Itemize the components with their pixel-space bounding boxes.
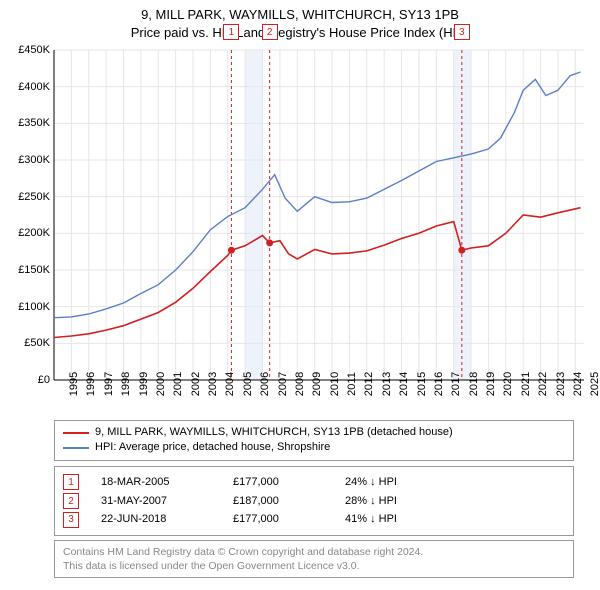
sales-table: 1 18-MAR-2005 £177,000 24% ↓ HPI 2 31-MAY-200… [54,466,574,536]
footer-line-1: Contains HM Land Registry data © Crown c… [63,545,565,559]
sale-row: 1 18-MAR-2005 £177,000 24% ↓ HPI [63,473,565,492]
sale-diff: 28% ↓ HPI [345,492,397,511]
legend-item: 9, MILL PARK, WAYMILLS, WHITCHURCH, SY13… [63,425,565,440]
sale-diff: 41% ↓ HPI [345,510,397,529]
sale-price: £187,000 [233,492,323,511]
y-axis-tick-label: £0 [38,374,50,386]
sale-row: 2 31-MAY-2007 £187,000 28% ↓ HPI [63,492,565,511]
y-axis-tick-label: £250K [18,191,50,203]
sale-marker-box: 1 [63,474,79,490]
title-line-2: Price paid vs. HM Land Registry's House … [0,24,600,42]
footer: Contains HM Land Registry data © Crown c… [54,540,574,578]
chart-area: £0£50K£100K£150K£200K£250K£300K£350K£400… [54,50,584,380]
sale-marker-2: 2 [262,24,278,40]
sale-date: 18-MAR-2005 [101,473,211,492]
sale-marker-1: 1 [223,24,239,40]
chart-svg [54,50,584,380]
legend-swatch [63,432,89,434]
y-axis-tick-label: £350K [18,117,50,129]
y-axis-tick-label: £200K [18,227,50,239]
sale-price: £177,000 [233,473,323,492]
legend-label: 9, MILL PARK, WAYMILLS, WHITCHURCH, SY13… [95,425,453,440]
y-axis-tick-label: £150K [18,264,50,276]
y-axis-tick-label: £400K [18,81,50,93]
sale-date: 22-JUN-2018 [101,510,211,529]
title-line-1: 9, MILL PARK, WAYMILLS, WHITCHURCH, SY13… [0,6,600,24]
y-axis-tick-label: £50K [24,337,50,349]
figure-container: 9, MILL PARK, WAYMILLS, WHITCHURCH, SY13… [0,0,600,590]
sale-diff: 24% ↓ HPI [345,473,397,492]
sale-marker-box: 2 [63,493,79,509]
sale-price: £177,000 [233,510,323,529]
legend: 9, MILL PARK, WAYMILLS, WHITCHURCH, SY13… [54,420,574,461]
legend-item: HPI: Average price, detached house, Shro… [63,440,565,455]
y-axis-tick-label: £450K [18,44,50,56]
sale-marker-box: 3 [63,512,79,528]
legend-swatch [63,447,89,449]
y-axis-tick-label: £100K [18,301,50,313]
x-axis-tick-label: 2025 [575,372,600,396]
sale-marker-3: 3 [454,24,470,40]
y-axis-tick-label: £300K [18,154,50,166]
sale-row: 3 22-JUN-2018 £177,000 41% ↓ HPI [63,510,565,529]
title-block: 9, MILL PARK, WAYMILLS, WHITCHURCH, SY13… [0,0,600,41]
legend-label: HPI: Average price, detached house, Shro… [95,440,330,455]
footer-line-2: This data is licensed under the Open Gov… [63,559,565,573]
sale-date: 31-MAY-2007 [101,492,211,511]
